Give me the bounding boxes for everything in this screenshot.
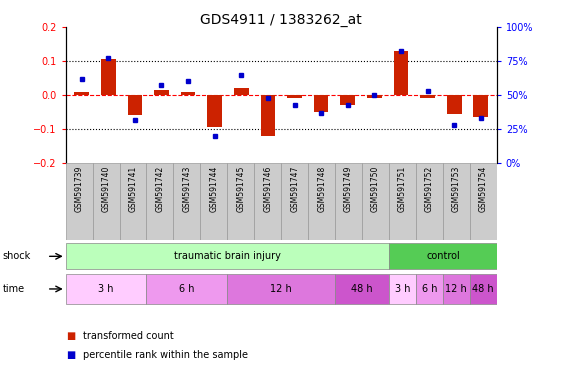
Text: 3 h: 3 h bbox=[98, 284, 114, 294]
Bar bbox=[287, 95, 302, 98]
Bar bbox=[416, 274, 443, 304]
Bar bbox=[473, 95, 488, 117]
Text: GSM591741: GSM591741 bbox=[128, 166, 138, 212]
Text: 12 h: 12 h bbox=[270, 284, 292, 294]
Bar bbox=[227, 274, 335, 304]
Bar bbox=[367, 95, 381, 98]
Bar bbox=[260, 95, 275, 136]
Bar bbox=[314, 95, 328, 112]
Bar bbox=[443, 163, 470, 240]
Text: GSM591745: GSM591745 bbox=[236, 166, 246, 212]
Text: GSM591739: GSM591739 bbox=[75, 166, 83, 212]
Text: GSM591748: GSM591748 bbox=[317, 166, 326, 212]
Text: ■: ■ bbox=[66, 350, 75, 360]
Bar bbox=[470, 163, 497, 240]
Text: traumatic brain injury: traumatic brain injury bbox=[174, 251, 281, 262]
Text: GSM591753: GSM591753 bbox=[452, 166, 461, 212]
Bar bbox=[393, 51, 408, 95]
Bar bbox=[200, 163, 227, 240]
Text: GSM591752: GSM591752 bbox=[425, 166, 434, 212]
Bar bbox=[389, 243, 497, 269]
Bar bbox=[335, 163, 362, 240]
Text: transformed count: transformed count bbox=[83, 331, 174, 341]
Bar bbox=[66, 274, 147, 304]
Bar bbox=[154, 90, 169, 95]
Text: GSM591754: GSM591754 bbox=[479, 166, 488, 212]
Text: GSM591743: GSM591743 bbox=[182, 166, 191, 212]
Bar bbox=[470, 274, 497, 304]
Bar bbox=[66, 243, 389, 269]
Bar bbox=[420, 95, 435, 98]
Bar bbox=[389, 274, 416, 304]
Bar bbox=[227, 163, 254, 240]
Text: GSM591747: GSM591747 bbox=[290, 166, 299, 212]
Bar bbox=[416, 163, 443, 240]
Bar bbox=[74, 92, 89, 95]
Text: 48 h: 48 h bbox=[351, 284, 373, 294]
Bar bbox=[443, 274, 470, 304]
Bar bbox=[174, 163, 200, 240]
Text: 12 h: 12 h bbox=[445, 284, 467, 294]
Bar bbox=[207, 95, 222, 127]
Text: 6 h: 6 h bbox=[421, 284, 437, 294]
Text: GSM591751: GSM591751 bbox=[398, 166, 407, 212]
Text: 6 h: 6 h bbox=[179, 284, 195, 294]
Bar bbox=[66, 163, 93, 240]
Bar bbox=[127, 95, 142, 116]
Text: time: time bbox=[3, 284, 25, 294]
Bar bbox=[340, 95, 355, 105]
Bar bbox=[147, 274, 227, 304]
Bar bbox=[181, 92, 195, 95]
Bar bbox=[119, 163, 147, 240]
Bar bbox=[389, 163, 416, 240]
Text: GSM591746: GSM591746 bbox=[263, 166, 272, 212]
Text: 48 h: 48 h bbox=[472, 284, 494, 294]
Text: control: control bbox=[426, 251, 460, 262]
Text: GSM591744: GSM591744 bbox=[210, 166, 218, 212]
Bar bbox=[254, 163, 281, 240]
Text: GSM591750: GSM591750 bbox=[371, 166, 380, 212]
Bar bbox=[447, 95, 461, 114]
Bar bbox=[93, 163, 119, 240]
Bar bbox=[234, 88, 248, 95]
Bar bbox=[335, 274, 389, 304]
Text: GSM591749: GSM591749 bbox=[344, 166, 353, 212]
Text: 3 h: 3 h bbox=[395, 284, 410, 294]
Bar bbox=[362, 163, 389, 240]
Text: percentile rank within the sample: percentile rank within the sample bbox=[83, 350, 248, 360]
Bar bbox=[281, 163, 308, 240]
Bar bbox=[101, 59, 115, 95]
Bar bbox=[147, 163, 174, 240]
Text: GDS4911 / 1383262_at: GDS4911 / 1383262_at bbox=[200, 13, 362, 27]
Text: GSM591740: GSM591740 bbox=[102, 166, 111, 212]
Text: GSM591742: GSM591742 bbox=[155, 166, 164, 212]
Bar bbox=[308, 163, 335, 240]
Text: shock: shock bbox=[3, 251, 31, 262]
Text: ■: ■ bbox=[66, 331, 75, 341]
